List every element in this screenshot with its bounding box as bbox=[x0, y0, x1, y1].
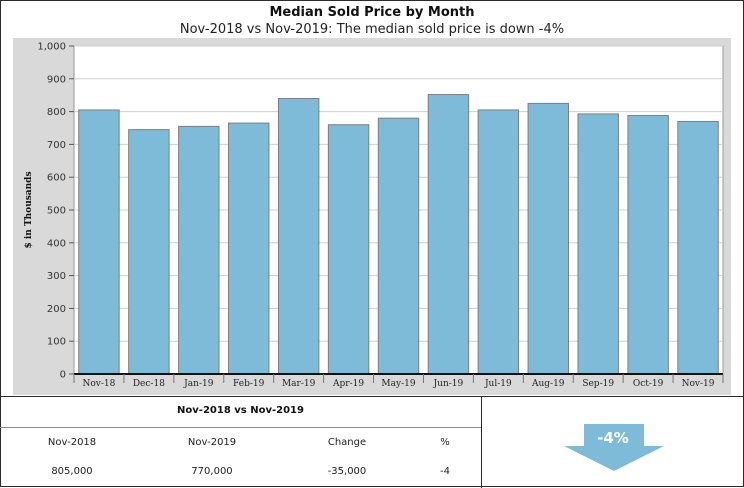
chart-subtitle: Nov-2018 vs Nov-2019: The median sold pr… bbox=[179, 22, 565, 37]
bar-sep-19 bbox=[577, 113, 619, 375]
bar-jul-19 bbox=[477, 109, 520, 375]
x-tick-label-apr-19: Apr-19 bbox=[332, 379, 364, 389]
y-tick-label: 700 bbox=[47, 140, 66, 151]
x-tick-label-aug-19: Aug-19 bbox=[531, 379, 565, 389]
y-tick-label: 800 bbox=[47, 107, 66, 118]
y-tick-label: 300 bbox=[47, 271, 66, 282]
bar-mar-19 bbox=[277, 97, 320, 375]
comparison-title: Nov-2018 vs Nov-2019 bbox=[177, 405, 304, 416]
y-tick-label: 900 bbox=[47, 74, 66, 85]
bar-chart: 0 100 200 300 400 500 600 700 800 900 1,000 Nov-18 D… bbox=[13, 38, 731, 395]
x-tick-label-sep-19: Sep-19 bbox=[582, 379, 614, 389]
x-tick-label-oct-19: Oct-19 bbox=[633, 379, 664, 389]
comparison-value-change: -35,000 bbox=[327, 466, 367, 477]
bar-oct-19 bbox=[627, 115, 669, 375]
x-tick-label-jan-19: Jan-19 bbox=[183, 379, 214, 389]
y-tick-label: 500 bbox=[47, 206, 66, 217]
comparison-table: Nov-2018 vs Nov-2019 Nov-2018 Nov-2019 C… bbox=[0, 397, 482, 488]
y-tick-label: 100 bbox=[47, 337, 66, 348]
x-tick-label-feb-19: Feb-19 bbox=[233, 379, 265, 389]
bar-jan-19 bbox=[178, 125, 220, 375]
change-indicator: -4% bbox=[482, 397, 744, 488]
change-value: -4% bbox=[597, 429, 629, 447]
x-tick-label-jul-19: Jul-19 bbox=[484, 379, 512, 389]
comparison-value-nov-2018: 805,000 bbox=[51, 466, 93, 477]
down-arrow-icon bbox=[564, 424, 664, 471]
bar-may-19 bbox=[377, 117, 420, 375]
comparison-header-percent: % bbox=[440, 437, 450, 448]
comparison-header-change: Change bbox=[327, 437, 367, 448]
chart-title: Median Sold Price by Month bbox=[269, 5, 475, 20]
comparison-header-nov-2018: Nov-2018 bbox=[47, 437, 97, 448]
x-tick-label-nov-19: Nov-19 bbox=[682, 379, 715, 389]
comparison-value-percent: -4 bbox=[440, 466, 450, 477]
x-tick-label-mar-19: Mar-19 bbox=[282, 379, 316, 389]
bar-aug-19 bbox=[527, 102, 569, 375]
x-tick-label-dec-18: Dec-18 bbox=[133, 379, 165, 389]
comparison-panel: Nov-2018 vs Nov-2019 Nov-2018 Nov-2019 C… bbox=[0, 396, 744, 488]
x-tick-label-jun-19: Jun-19 bbox=[433, 379, 464, 389]
bar-dec-18 bbox=[128, 129, 170, 375]
y-tick-label: 600 bbox=[47, 173, 66, 184]
y-tick-label: 200 bbox=[47, 304, 66, 315]
comparison-header-nov-2019: Nov-2019 bbox=[187, 437, 237, 448]
comparison-value-nov-2019: 770,000 bbox=[191, 466, 233, 477]
bar-jun-19 bbox=[427, 94, 470, 375]
x-tick-label-nov-18: Nov-18 bbox=[83, 379, 116, 389]
bar-nov-19 bbox=[677, 120, 719, 375]
bar-feb-19 bbox=[228, 122, 270, 375]
y-tick-label: 400 bbox=[47, 238, 66, 249]
y-axis-label: $ in Thousands bbox=[24, 171, 34, 248]
y-tick-label: 0 bbox=[60, 370, 66, 381]
comparison-divider bbox=[0, 427, 481, 428]
y-tick-label: 1,000 bbox=[37, 42, 66, 53]
bar-nov-18 bbox=[78, 109, 120, 375]
bar-apr-19 bbox=[327, 124, 370, 375]
x-tick-label-may-19: May-19 bbox=[381, 379, 415, 389]
